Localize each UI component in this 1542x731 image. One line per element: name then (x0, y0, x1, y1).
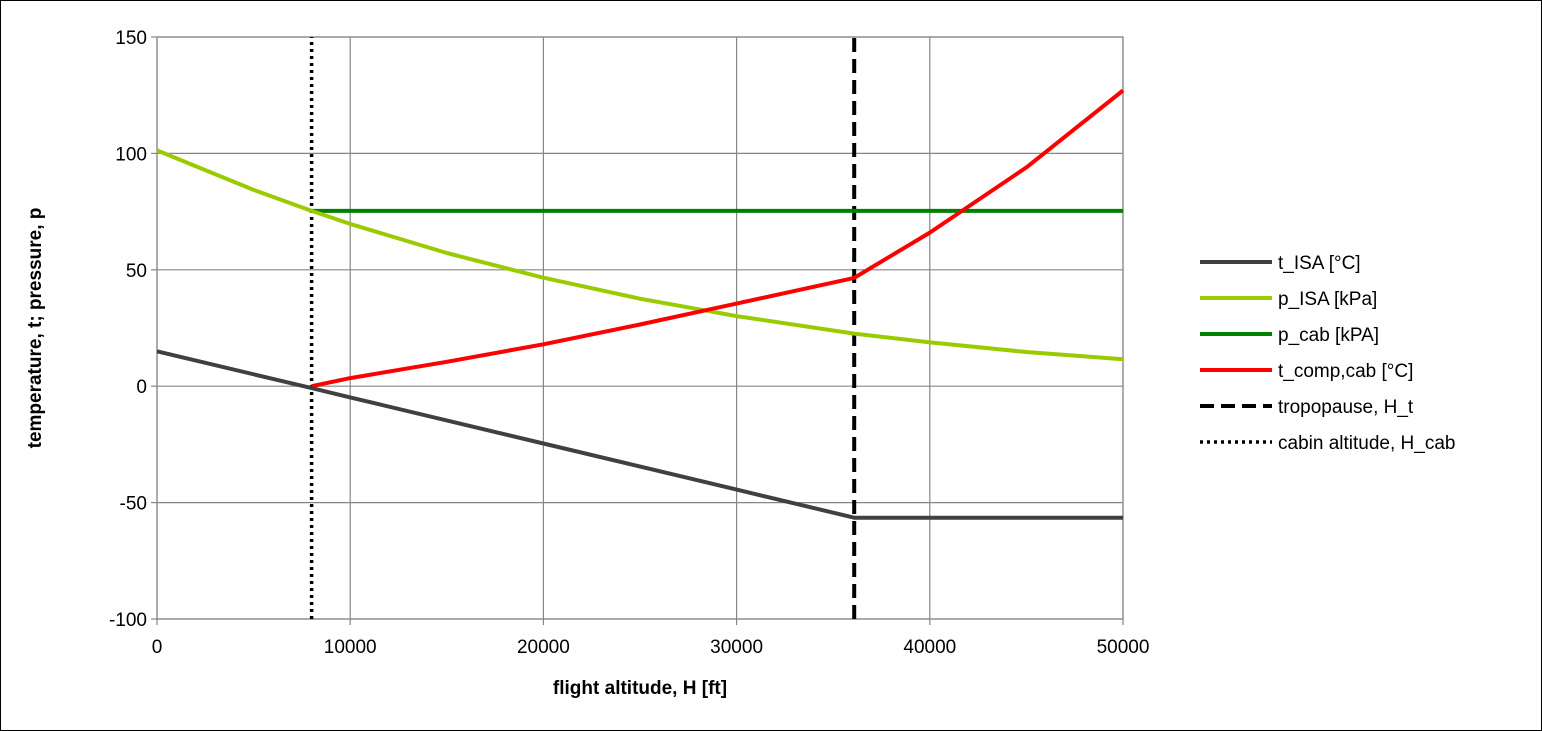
series-line-0 (156, 349, 1123, 520)
y-tick-label: -50 (120, 494, 147, 515)
x-tick-label: 50000 (1097, 637, 1150, 658)
series-line-1 (156, 148, 1124, 362)
x-tick-label: 30000 (710, 637, 763, 658)
x-tick-label: 10000 (324, 637, 377, 658)
gridlines (156, 36, 1124, 620)
legend-label-2: p_cab [kPA] (1278, 325, 1379, 346)
y-tick-label: 100 (115, 144, 147, 165)
x-tick-label: 40000 (903, 637, 956, 658)
y-tick-label: 150 (115, 28, 147, 49)
plot-area-border (156, 36, 1124, 620)
y-axis-title: temperature, t; pressure, p (25, 208, 46, 449)
series-line-3 (311, 88, 1125, 389)
legend-label-5: cabin altitude, H_cab (1278, 433, 1455, 454)
legend-label-0: t_ISA [°C] (1278, 253, 1361, 274)
legend-label-3: t_comp,cab [°C] (1278, 361, 1413, 382)
y-axis-ticks: -100 -50 0 50 100 150 (109, 28, 157, 631)
y-tick-label: -100 (109, 610, 147, 631)
x-axis-title: flight altitude, H [ft] (553, 678, 727, 699)
legend-label-1: p_ISA [kPa] (1278, 289, 1377, 310)
x-tick-label: 20000 (517, 637, 570, 658)
x-tick-label: 0 (152, 637, 163, 658)
series-layer (156, 37, 1125, 619)
x-axis-ticks: 0 10000 20000 30000 40000 50000 (152, 619, 1150, 658)
legend-label-4: tropopause, H_t (1278, 397, 1414, 418)
legend: t_ISA [°C] p_ISA [kPa] p_cab [kPA] t_comp,c… (1200, 253, 1455, 454)
y-tick-label: 50 (126, 261, 147, 282)
y-tick-label: 0 (136, 377, 147, 398)
